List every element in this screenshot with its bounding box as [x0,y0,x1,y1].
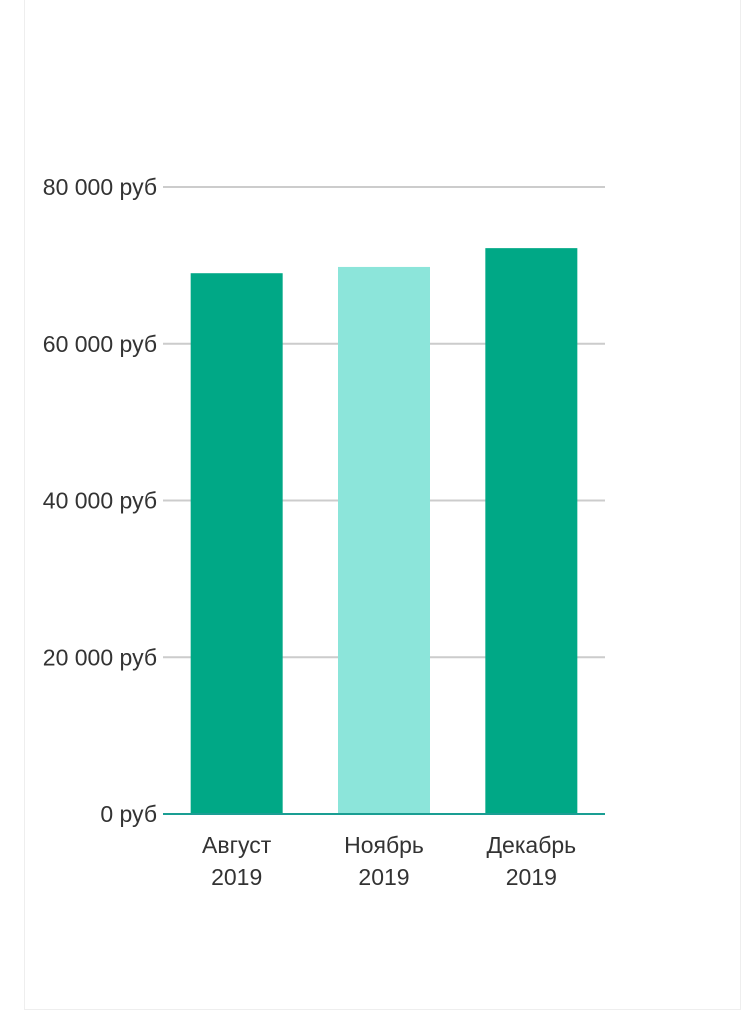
y-tick-label: 40 000 руб [43,488,157,514]
x-tick-label: 2019 [358,864,409,890]
x-tick-label: 2019 [506,864,557,890]
x-tick-label: Август [202,832,272,858]
x-tick-label: 2019 [211,864,262,890]
x-tick-label: Декабрь [486,832,576,858]
y-tick-label: 80 000 руб [43,174,157,200]
y-axis-ticks: 0 руб 20 000 руб 40 000 руб 60 000 руб 80 00… [43,174,157,827]
y-tick-label: 0 руб [100,801,157,827]
y-tick-label: 60 000 руб [43,331,157,357]
bars [190,248,578,814]
x-axis-labels: Август 2019 Ноябрь 2019 Декабрь 2019 [202,832,576,890]
bar [338,266,430,814]
bar [485,248,578,814]
y-tick-label: 20 000 руб [43,644,157,670]
x-tick-label: Ноябрь [344,832,424,858]
bar [190,273,283,814]
